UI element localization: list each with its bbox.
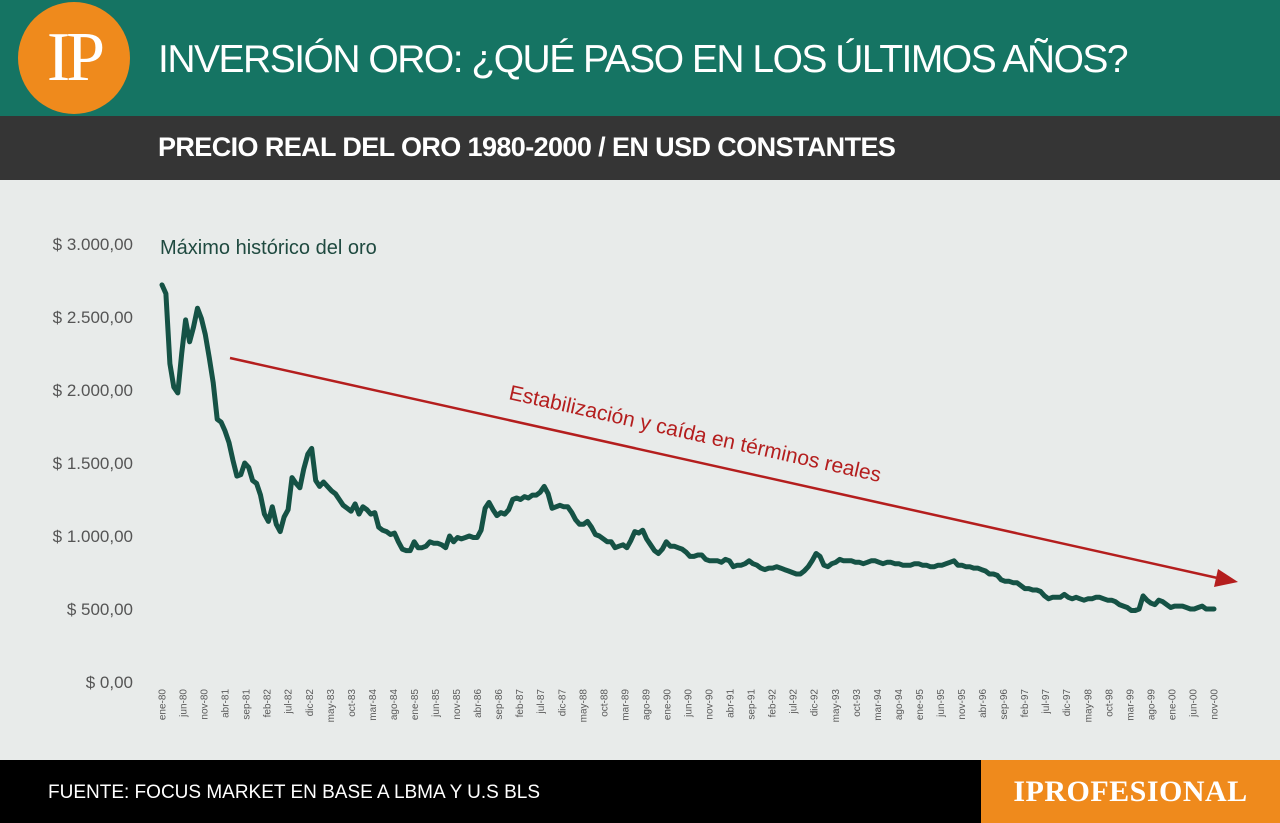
y-tick-label: $ 2.500,00 (53, 308, 133, 327)
x-tick-label: abr-91 (726, 689, 737, 718)
series-line (159, 282, 1217, 613)
x-tick-label: may-98 (1083, 689, 1094, 723)
x-tick-label: may-83 (326, 689, 337, 723)
gold-price-chart: Máximo histórico del oro $ 0,00$ 500,00$… (53, 235, 1238, 723)
x-tick-label: ene-95 (915, 689, 926, 721)
subheader-bar: PRECIO REAL DEL ORO 1980-2000 / EN USD C… (0, 116, 1280, 180)
x-tick-label: ene-80 (158, 689, 169, 721)
x-tick-label: mar-84 (368, 689, 379, 721)
x-tick-label: mar-89 (620, 689, 631, 721)
x-tick-label: ago-84 (389, 689, 400, 721)
x-tick-label: feb-87 (515, 689, 526, 718)
x-tick-label: ago-89 (641, 689, 652, 721)
y-tick-label: $ 500,00 (67, 600, 133, 619)
x-tick-label: nov-00 (1210, 689, 1221, 720)
x-tick-label: nov-80 (200, 689, 211, 720)
x-tick-label: abr-86 (473, 689, 484, 718)
annotation-max-historico: Máximo histórico del oro (160, 237, 377, 259)
y-tick-label: $ 1.000,00 (53, 527, 133, 546)
x-tick-label: mar-94 (873, 689, 884, 721)
chart-title: PRECIO REAL DEL ORO 1980-2000 / EN USD C… (158, 132, 896, 162)
x-tick-label: abr-96 (978, 689, 989, 718)
x-tick-label: jul-87 (536, 689, 547, 715)
x-tick-label: sep-96 (999, 689, 1010, 720)
trend-arrow-head (1214, 569, 1238, 587)
x-tick-label: jun-85 (431, 689, 442, 718)
x-tick-label: oct-83 (347, 689, 358, 717)
x-tick-label: sep-91 (747, 689, 758, 720)
x-tick-label: sep-81 (242, 689, 253, 720)
x-tick-label: jul-97 (1041, 689, 1052, 715)
annotation-estabilizacion: Estabilización y caída en términos reale… (507, 381, 883, 486)
ip-logo: IP (18, 2, 130, 114)
x-tick-label: dic-82 (305, 689, 316, 717)
x-tick-label: dic-92 (810, 689, 821, 717)
page-title: INVERSIÓN ORO: ¿QUÉ PASO EN LOS ÚLTIMOS … (158, 38, 1129, 81)
x-tick-label: jun-80 (179, 689, 190, 718)
x-tick-label: jul-82 (284, 689, 295, 715)
x-tick-label: sep-86 (494, 689, 505, 720)
logo-text: IP (46, 19, 105, 96)
x-tick-label: dic-87 (557, 689, 568, 717)
x-tick-label: feb-82 (263, 689, 274, 718)
x-axis: ene-80 jun-80 nov-80 abr-81 sep-81 feb-82 jul-… (158, 689, 1221, 723)
x-tick-label: ago-99 (1146, 689, 1157, 721)
x-tick-label: feb-97 (1020, 689, 1031, 718)
x-tick-label: ene-00 (1167, 689, 1178, 721)
x-tick-label: nov-90 (705, 689, 716, 720)
source-note: FUENTE: FOCUS MARKET EN BASE A LBMA Y U.… (48, 782, 541, 803)
x-tick-label: oct-98 (1104, 689, 1115, 717)
x-tick-label: oct-88 (599, 689, 610, 717)
x-tick-label: ene-85 (410, 689, 421, 721)
x-tick-label: oct-93 (852, 689, 863, 717)
trend-arrow-line (229, 356, 1223, 581)
y-axis: $ 0,00 $ 500,00 $ 1.000,00 $ 1.500,00 $ 2.00… (53, 235, 133, 692)
y-tick-label: $ 0,00 (86, 673, 133, 692)
x-tick-label: nov-85 (452, 689, 463, 720)
x-tick-label: ago-94 (894, 689, 905, 721)
y-tick-label: $ 1.500,00 (53, 454, 133, 473)
x-tick-label: dic-97 (1062, 689, 1073, 717)
x-tick-label: jul-92 (789, 689, 800, 715)
brand-text: IPROFESIONAL (1013, 775, 1248, 808)
x-tick-label: may-93 (831, 689, 842, 723)
x-tick-label: mar-99 (1125, 689, 1136, 721)
x-tick-label: may-88 (578, 689, 589, 723)
y-tick-label: $ 3.000,00 (53, 235, 133, 254)
x-tick-label: abr-81 (221, 689, 232, 718)
x-tick-label: ene-90 (663, 689, 674, 721)
brand-badge: IPROFESIONAL (981, 760, 1280, 823)
x-tick-label: feb-92 (768, 689, 779, 718)
x-tick-label: jun-90 (684, 689, 695, 718)
x-tick-label: jun-95 (936, 689, 947, 718)
header-bar: IP INVERSIÓN ORO: ¿QUÉ PASO EN LOS ÚLTIM… (0, 0, 1280, 116)
x-tick-label: nov-95 (957, 689, 968, 720)
y-tick-label: $ 2.000,00 (53, 381, 133, 400)
x-tick-label: jun-00 (1189, 689, 1200, 718)
